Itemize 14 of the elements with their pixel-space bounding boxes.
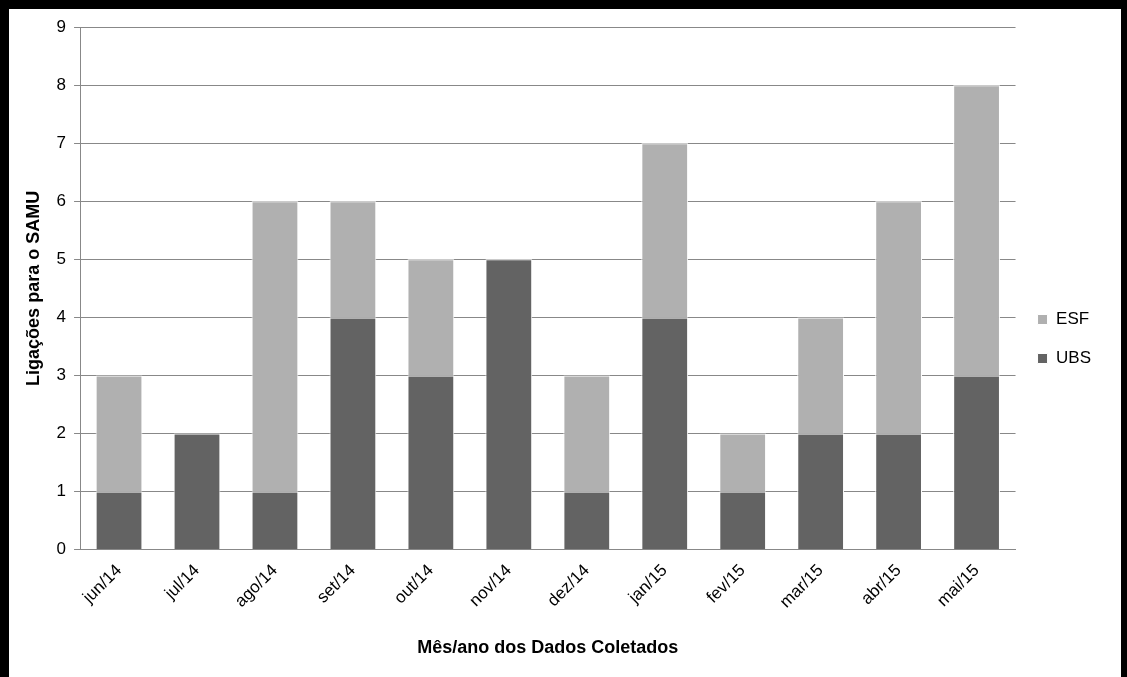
y-tick-label: 0 bbox=[56, 539, 67, 559]
x-axis-title: Mês/ano dos Dados Coletados bbox=[417, 637, 679, 658]
legend-label: ESF bbox=[1056, 309, 1090, 329]
y-tick-label: 4 bbox=[56, 307, 67, 327]
legend-label: UBS bbox=[1056, 348, 1092, 368]
y-tick-label: 2 bbox=[56, 423, 67, 443]
y-tick-label: 7 bbox=[56, 132, 67, 152]
y-tick-label: 1 bbox=[56, 481, 67, 501]
y-tick-label: 8 bbox=[56, 74, 67, 94]
y-tick-label: 9 bbox=[56, 16, 67, 36]
y-tick-label: 5 bbox=[56, 249, 67, 269]
y-axis-title: Ligações para o SAMU bbox=[22, 190, 43, 386]
y-tick-label: 6 bbox=[56, 191, 67, 211]
y-tick-label: 3 bbox=[56, 365, 67, 385]
